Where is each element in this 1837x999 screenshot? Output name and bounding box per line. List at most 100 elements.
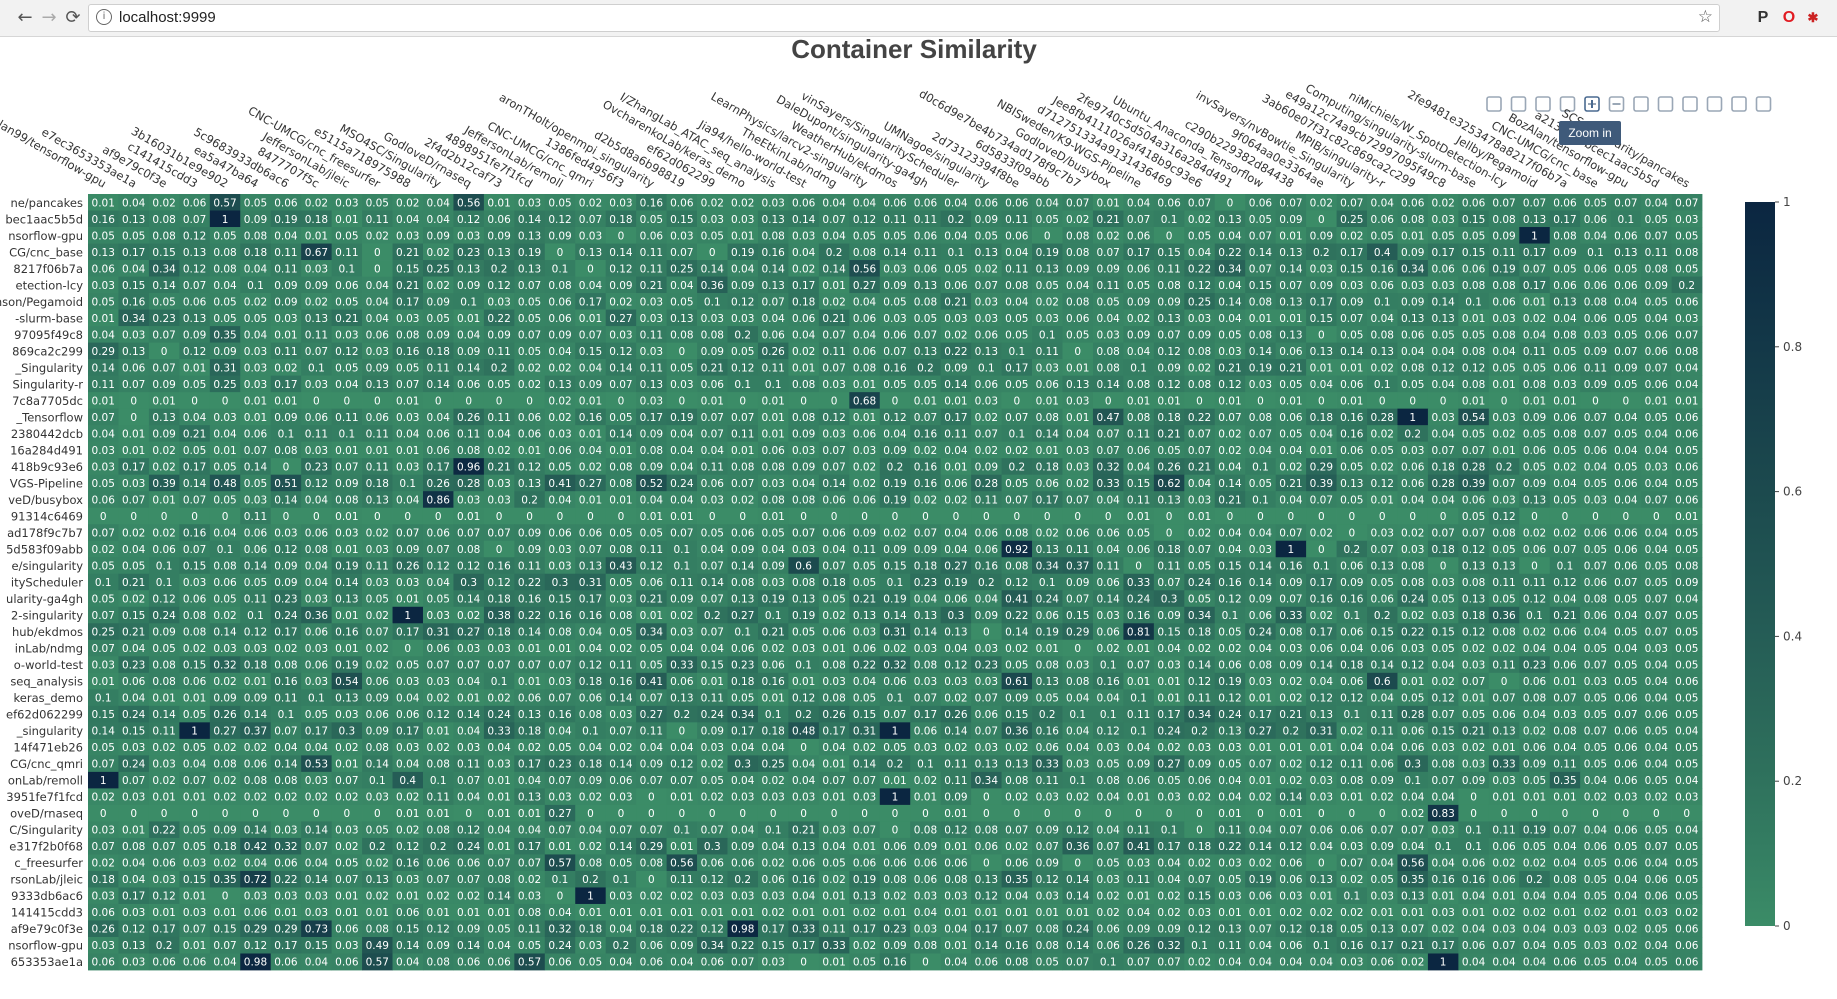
- heatmap-chart[interactable]: Container Similarity SyAlan99/tensorflow…: [0, 36, 1837, 999]
- heatmap-cell[interactable]: [575, 194, 607, 211]
- heatmap-cell[interactable]: [818, 194, 850, 211]
- zoom-icon[interactable]: [1535, 96, 1551, 112]
- heatmap-cell[interactable]: [1336, 194, 1368, 211]
- url-text[interactable]: localhost:9999: [119, 9, 216, 26]
- heatmap-cell[interactable]: [88, 210, 119, 228]
- heatmap-cell[interactable]: [971, 194, 1002, 211]
- heatmap-cell[interactable]: [270, 227, 302, 244]
- plotly-logo-icon[interactable]: [1755, 96, 1772, 112]
- heatmap-cell[interactable]: [1336, 210, 1368, 228]
- heatmap-cell[interactable]: [1458, 194, 1490, 211]
- heatmap-cell[interactable]: [1214, 210, 1246, 228]
- heatmap-cell[interactable]: [849, 210, 881, 228]
- heatmap-cell[interactable]: [544, 194, 576, 211]
- heatmap-cell[interactable]: [88, 194, 119, 211]
- heatmap-cell[interactable]: [179, 210, 211, 228]
- heatmap-cell[interactable]: [940, 194, 972, 211]
- heatmap-cell[interactable]: [1184, 210, 1216, 228]
- heatmap-cell[interactable]: [1092, 194, 1124, 211]
- heatmap-cell[interactable]: [575, 210, 607, 228]
- heatmap-cell[interactable]: [1488, 194, 1520, 211]
- heatmap-cell[interactable]: [240, 227, 272, 244]
- heatmap-cell[interactable]: [1549, 210, 1581, 228]
- heatmap-cell[interactable]: [1275, 194, 1307, 211]
- heatmap-cell[interactable]: [727, 194, 759, 211]
- heatmap-cell[interactable]: [483, 227, 515, 244]
- heatmap-cell[interactable]: [270, 210, 302, 228]
- heatmap-cell[interactable]: [605, 210, 637, 228]
- heatmap-cell[interactable]: [1306, 194, 1337, 211]
- info-icon[interactable]: i: [96, 9, 112, 25]
- heatmap-cell[interactable]: [1123, 210, 1155, 228]
- heatmap-cell[interactable]: [453, 227, 485, 244]
- heatmap-cell[interactable]: [1397, 194, 1429, 211]
- heatmap-cell[interactable]: [1032, 210, 1063, 228]
- heatmap-cell[interactable]: [544, 210, 576, 228]
- heatmap-cell[interactable]: [331, 210, 363, 228]
- heatmap-cell[interactable]: [148, 227, 180, 244]
- autoscale-icon[interactable]: [1633, 96, 1649, 112]
- heatmap-cell[interactable]: [1214, 194, 1246, 211]
- heatmap-cell[interactable]: [1092, 210, 1124, 228]
- extension-opera-icon[interactable]: O: [1782, 9, 1796, 26]
- heatmap-cell[interactable]: [483, 210, 515, 228]
- heatmap-cell[interactable]: [88, 227, 119, 244]
- heatmap-cell[interactable]: [879, 210, 911, 228]
- address-bar[interactable]: i localhost:9999 ☆: [88, 4, 1720, 32]
- heatmap-cell[interactable]: [331, 227, 363, 244]
- heatmap-cell[interactable]: [362, 227, 393, 244]
- save-icon[interactable]: [1510, 96, 1527, 112]
- heatmap-cell[interactable]: [1275, 210, 1307, 228]
- heatmap-cell[interactable]: [1001, 210, 1033, 228]
- heatmap-cell[interactable]: [757, 210, 789, 228]
- heatmap-cell[interactable]: [1671, 210, 1703, 228]
- heatmap-cell[interactable]: [422, 210, 454, 228]
- heatmap-cell[interactable]: [301, 194, 333, 211]
- heatmap-cell[interactable]: [1580, 210, 1612, 228]
- heatmap-cell[interactable]: [118, 210, 150, 228]
- extension-star-icon[interactable]: ✱: [1807, 10, 1819, 25]
- heatmap-cell[interactable]: [910, 194, 942, 211]
- heatmap-cell[interactable]: [605, 194, 637, 211]
- heatmap-cell[interactable]: [666, 210, 698, 228]
- heatmap-cell[interactable]: [1427, 194, 1459, 211]
- heatmap-cell[interactable]: [270, 194, 302, 211]
- heatmap-cell[interactable]: [422, 194, 454, 211]
- heatmap-cell[interactable]: [453, 194, 485, 211]
- spike-lines-icon[interactable]: [1682, 96, 1698, 112]
- heatmap-cell[interactable]: [1032, 194, 1063, 211]
- heatmap-cells[interactable]: 0.01 0.04 0.02 0.06 0.57 0.05 0.06 0.02 0.03 0.05…: [88, 194, 1703, 971]
- camera-icon[interactable]: [1486, 96, 1502, 112]
- heatmap-cell[interactable]: [1519, 194, 1551, 211]
- star-icon[interactable]: ☆: [1697, 7, 1713, 27]
- heatmap-cell[interactable]: [240, 194, 272, 211]
- zoom-out-icon[interactable]: [1608, 96, 1625, 112]
- heatmap-cell[interactable]: [1549, 194, 1581, 211]
- heatmap-cell[interactable]: [514, 194, 546, 211]
- hover-closest-icon[interactable]: [1706, 96, 1723, 112]
- heatmap-cell[interactable]: [1458, 210, 1490, 228]
- heatmap-cell[interactable]: [1427, 210, 1459, 228]
- heatmap-cell[interactable]: [209, 194, 241, 211]
- heatmap-cell[interactable]: [1580, 194, 1612, 211]
- heatmap-cell[interactable]: [453, 210, 485, 228]
- heatmap-cell[interactable]: [301, 227, 333, 244]
- heatmap-cell[interactable]: [209, 227, 241, 244]
- heatmap-cell[interactable]: [483, 194, 515, 211]
- heatmap-cell[interactable]: [1641, 210, 1672, 228]
- heatmap-cell[interactable]: [392, 227, 424, 244]
- heatmap-cell[interactable]: [331, 194, 363, 211]
- heatmap-cell[interactable]: [1245, 210, 1277, 228]
- heatmap-cell[interactable]: [1001, 194, 1033, 211]
- heatmap-cell[interactable]: [666, 194, 698, 211]
- heatmap-cell[interactable]: [301, 210, 333, 228]
- heatmap-cell[interactable]: [940, 210, 972, 228]
- heatmap-cell[interactable]: [118, 227, 150, 244]
- heatmap-cell[interactable]: [1062, 210, 1094, 228]
- reset-axes-icon[interactable]: [1657, 96, 1674, 112]
- heatmap-cell[interactable]: [757, 194, 789, 211]
- heatmap-cell[interactable]: [1153, 210, 1185, 228]
- heatmap-cell[interactable]: [209, 210, 241, 228]
- heatmap-cell[interactable]: [1184, 194, 1216, 211]
- heatmap-cell[interactable]: [1367, 194, 1398, 211]
